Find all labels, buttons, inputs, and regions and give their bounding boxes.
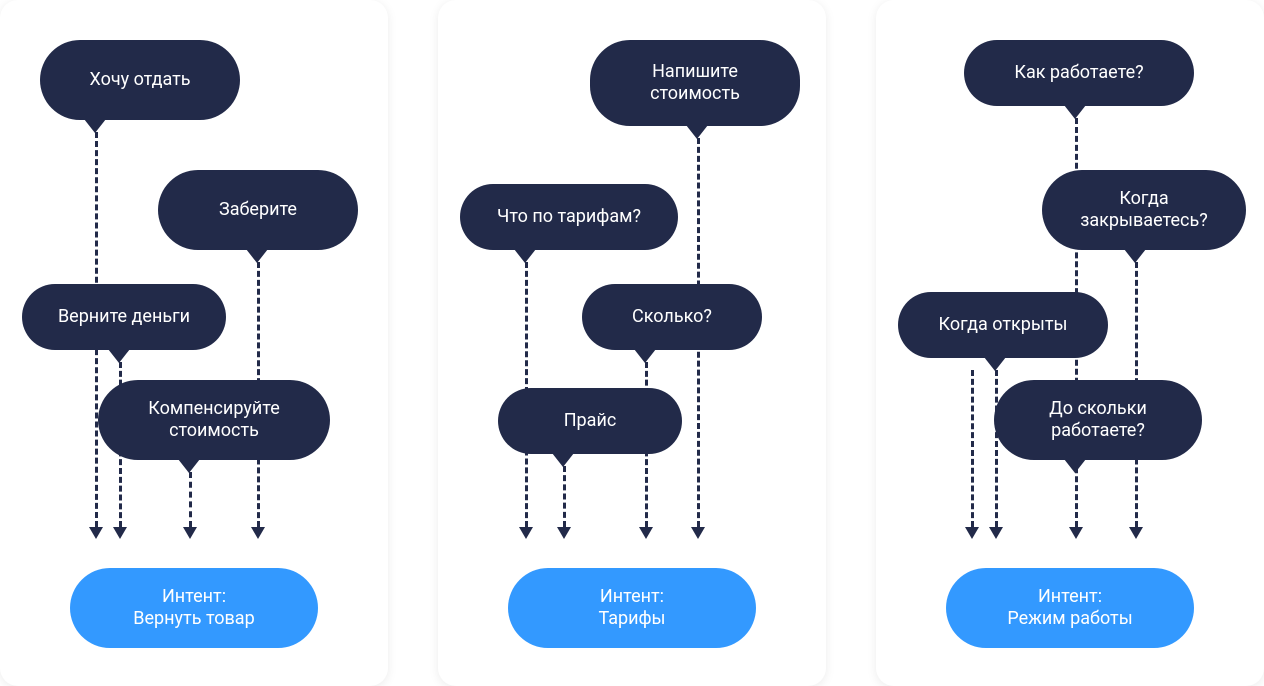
utterance-bubble: Что по тарифам? (460, 184, 678, 250)
arrow-head-icon (989, 527, 1003, 539)
arrow-head-icon (691, 527, 705, 539)
intent-bubble: Интент:Вернуть товар (70, 568, 318, 648)
arrow-head-icon (183, 527, 197, 539)
arrow-head-icon (113, 527, 127, 539)
intent-panel: Хочу отдать Заберите Верните деньги Компенс… (0, 0, 388, 686)
flow-arrow (189, 472, 192, 527)
arrow-head-icon (1069, 527, 1083, 539)
arrow-head-icon (251, 527, 265, 539)
arrow-head-icon (519, 527, 533, 539)
bubble-tail-icon (634, 349, 656, 363)
bubble-tail-icon (984, 357, 1006, 371)
intent-label-prefix: Интент: (1007, 586, 1132, 609)
arrow-head-icon (89, 527, 103, 539)
utterance-bubble: Когда открыты (898, 292, 1108, 358)
bubble-tail-icon (1124, 249, 1146, 263)
utterance-bubble: Хочу отдать (40, 40, 240, 120)
intent-panel: Напишитестоимость Что по тарифам? Сколько?… (438, 0, 826, 686)
flow-arrow (971, 370, 974, 527)
bubble-tail-icon (1064, 459, 1086, 473)
utterance-bubble: Прайс (498, 388, 682, 454)
utterance-bubble: Сколько? (582, 284, 762, 350)
utterance-bubble: Как работаете? (964, 40, 1194, 106)
intent-label-prefix: Интент: (598, 586, 665, 609)
flow-arrow (995, 370, 998, 527)
arrow-head-icon (965, 527, 979, 539)
utterance-bubble: До сколькиработаете? (994, 380, 1202, 460)
arrow-head-icon (557, 527, 571, 539)
bubble-tail-icon (246, 249, 268, 263)
intent-bubble: Интент:Режим работы (946, 568, 1194, 648)
utterance-bubble: Когдазакрываетесь? (1042, 170, 1246, 250)
utterance-bubble: Верните деньги (22, 284, 226, 350)
bubble-tail-icon (108, 349, 130, 363)
intent-bubble: Интент:Тарифы (508, 568, 756, 648)
intent-label-value: Вернуть товар (133, 608, 254, 631)
bubble-tail-icon (552, 453, 574, 467)
bubble-tail-icon (514, 249, 536, 263)
utterance-bubble: Компенсируйтестоимость (98, 380, 330, 460)
intent-label-value: Тарифы (598, 608, 665, 631)
utterance-bubble: Заберите (158, 170, 358, 250)
flow-arrow (563, 466, 566, 527)
arrow-head-icon (1129, 527, 1143, 539)
utterance-bubble: Напишитестоимость (590, 40, 800, 126)
intent-panel: Как работаете? Когдазакрываетесь? Когда от… (876, 0, 1264, 686)
bubble-tail-icon (1064, 105, 1086, 119)
intent-label-value: Режим работы (1007, 608, 1132, 631)
bubble-tail-icon (84, 119, 106, 133)
bubble-tail-icon (686, 125, 708, 139)
intent-label-prefix: Интент: (133, 586, 254, 609)
arrow-head-icon (639, 527, 653, 539)
bubble-tail-icon (178, 459, 200, 473)
